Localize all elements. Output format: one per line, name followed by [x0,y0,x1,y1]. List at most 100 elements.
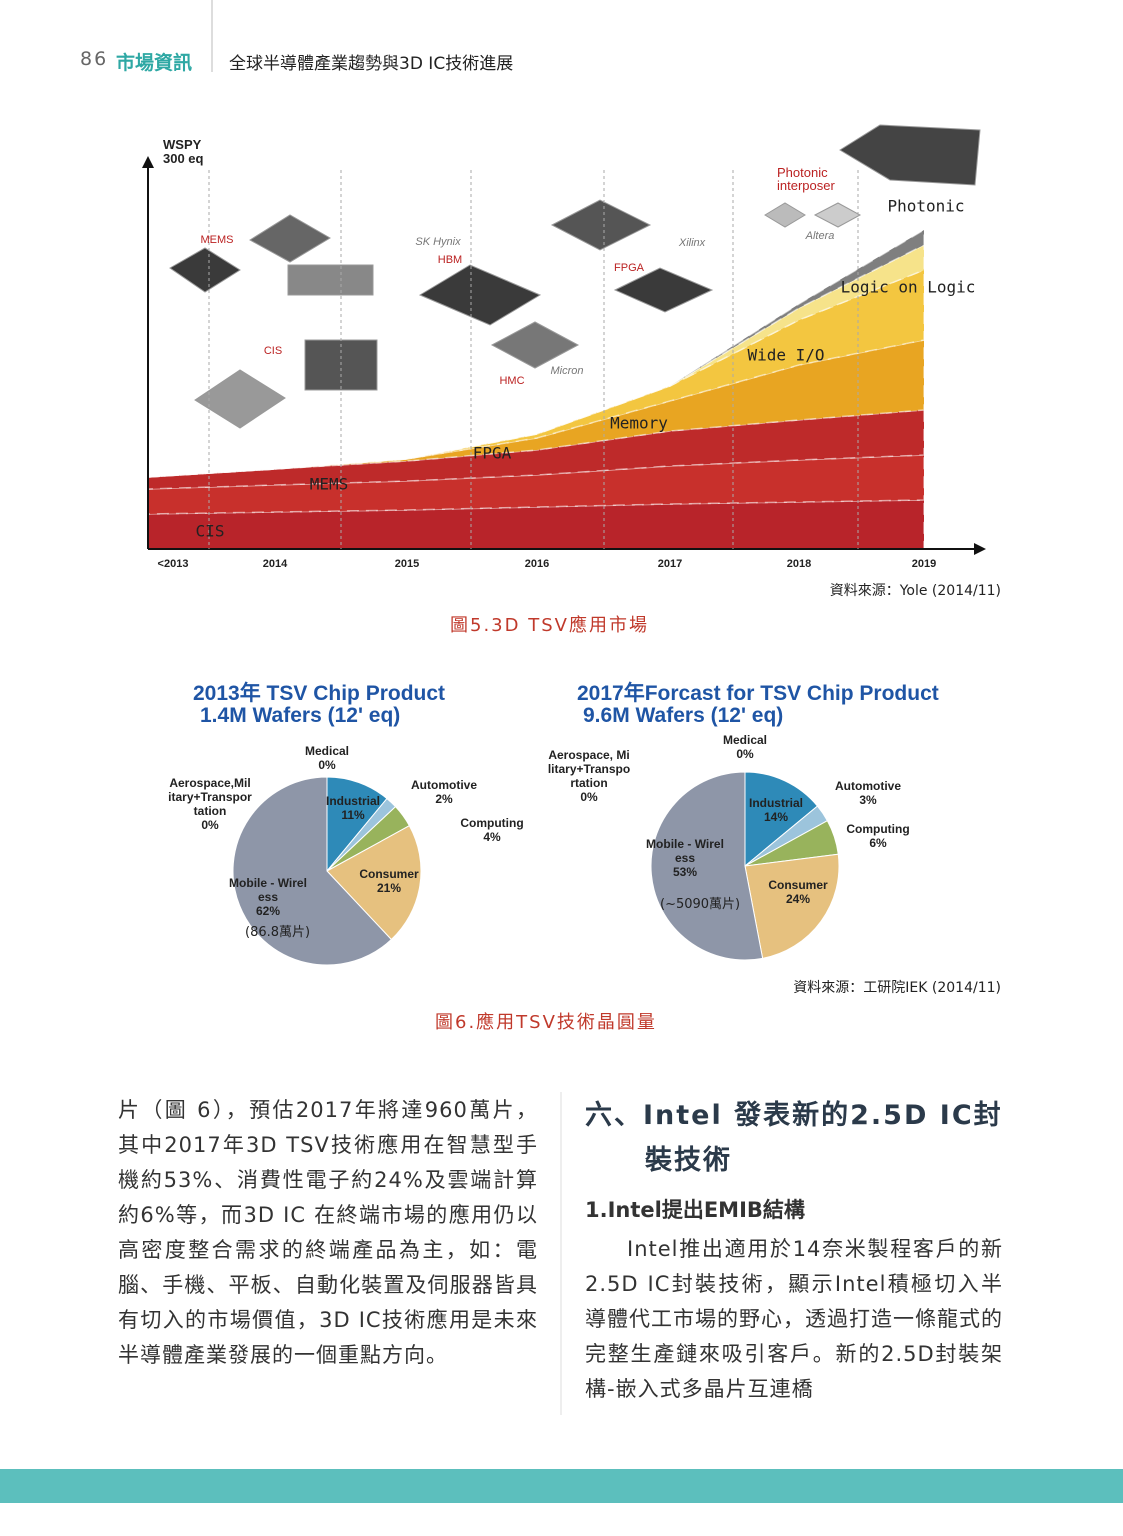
series-label: MEMS [309,474,349,494]
slice-label: Computing 6% [836,822,920,850]
slice-value: 21% [376,881,402,895]
image-label: MEMS [200,234,234,246]
slice-category: Industrial [748,796,803,810]
pie-title: 2013年 TSV Chip Product [193,682,446,705]
image-label: Micron [550,365,584,377]
image-label: SK Hynix [415,236,461,248]
figure6-caption: 圖6.應用TSV技術晶圓量 [435,1012,657,1033]
slice-category: Computing [846,822,910,836]
page-number: 86 [80,48,109,70]
slice-label: Mobile - Wireless 62% [226,876,310,918]
pie-annotation: (~5090萬片) [660,897,741,912]
slice-label: Consumer 24% [756,878,840,906]
slice-category: Industrial [325,794,380,808]
subheading: 1.Intel提出EMIB結構 [585,1198,805,1222]
y-axis-arrow [142,156,154,168]
slice-value: 2% [435,792,453,806]
slice-value: 3% [859,793,877,807]
slice-category: Consumer [768,878,828,892]
pie-subtitle: 1.4M Wafers (12' eq) [200,704,401,727]
x-tick-label: 2018 [786,558,812,570]
slice-category: Medical [722,733,767,747]
x-tick-label: 2015 [394,558,420,570]
slice-label: Consumer 21% [347,867,431,895]
slice-value: 62% [255,904,281,918]
pie [232,776,422,966]
chip-image [194,369,286,429]
x-tick-label: 2014 [262,558,288,570]
chip-image [249,214,331,263]
x-axis-arrow [974,543,986,555]
area [147,409,925,490]
y-axis-label: WSPY 300 eq [163,137,204,166]
slice-value: 24% [785,892,811,906]
slice-value: 11% [341,808,365,822]
pie-slice [326,776,388,873]
section-heading: 六、Intel 發表新的2.5D IC封裝技術 [585,1100,1003,1176]
slice-category: Medical [304,744,349,758]
chip-image [169,247,241,293]
slice-category: Mobile - Wireless [229,876,307,904]
area [147,339,925,478]
slice-label: Industrial 14% [734,796,818,824]
slice-value: 53% [672,865,698,879]
slice-category: Automotive [411,778,477,792]
footer-band [0,1469,1123,1503]
chip-image [287,264,374,296]
slice-category: Aerospace, Military+Transportation [547,748,631,790]
slice-value: 6% [869,836,887,850]
image-label: HBM [437,254,463,266]
x-tick-label: 2016 [524,558,550,570]
pie [650,771,840,961]
series-label: FPGA [472,443,512,463]
slice-label: Aerospace, Military+Transportation 0% [547,748,631,804]
figure6-source: 資料來源：工研院IEK (2014/11) [793,980,1001,996]
slice-label: Automotive 2% [402,778,486,806]
slice-label: Automotive 3% [826,779,910,807]
slice-label: Medical 0% [703,733,787,761]
slice-value: 0% [736,747,754,761]
right-paragraph: Intel推出適用於14奈米製程客戶的新2.5D IC封裝技術，顯示Intel積… [585,1237,1003,1401]
slice-label: Mobile - Wireless 53% [643,837,727,879]
image-label: CIS [263,345,283,357]
pie-slice [744,853,840,959]
pie-title: 2017年Forcast for TSV Chip Product [577,682,939,705]
series-label: Photonic [887,196,965,216]
series-label: Memory [610,413,668,433]
image-label: Xilinx [678,237,706,249]
image-label: HMC [499,375,525,387]
slice-label: Industrial 11% [311,794,395,822]
slice-value: 0% [201,818,219,832]
pie-slice [232,776,393,966]
x-tick-label: 2017 [657,558,683,570]
image-label: FPGA [614,262,644,274]
chip-image [490,321,580,369]
slice-category: Mobile - Wireless [646,837,724,865]
pie-slice [326,825,422,941]
slice-value: 4% [483,830,501,844]
pie-annotation: (86.8萬片) [245,925,311,940]
left-paragraph: 片（圖 6），預估2017年將達960萬片，其中2017年3D TSV技術應用在… [118,1098,538,1367]
series-label: CIS [195,521,225,541]
chip-image [839,124,981,186]
chip-image [813,202,862,228]
pie-slice [744,771,819,868]
running-title: 全球半導體產業趨勢與3D IC技術進展 [229,54,514,74]
slice-category: Automotive [835,779,901,793]
slice-category: Aerospace,Military+Transportation [168,776,252,818]
chip-image [764,202,806,228]
slice-category: Computing [460,816,524,830]
area [147,228,925,478]
chip-image [613,267,714,313]
chip-image [550,199,652,251]
pie-slice [650,771,764,961]
slice-category: Consumer [359,867,419,881]
figure5-caption: 圖5.3D TSV應用市場 [450,615,649,636]
image-label: Altera [805,230,835,242]
slice-label: Computing 4% [450,816,534,844]
figure5-source: 資料來源：Yole (2014/11) [829,583,1001,599]
x-tick-label: 2019 [911,558,937,570]
section-name: 市場資訊 [116,52,193,74]
